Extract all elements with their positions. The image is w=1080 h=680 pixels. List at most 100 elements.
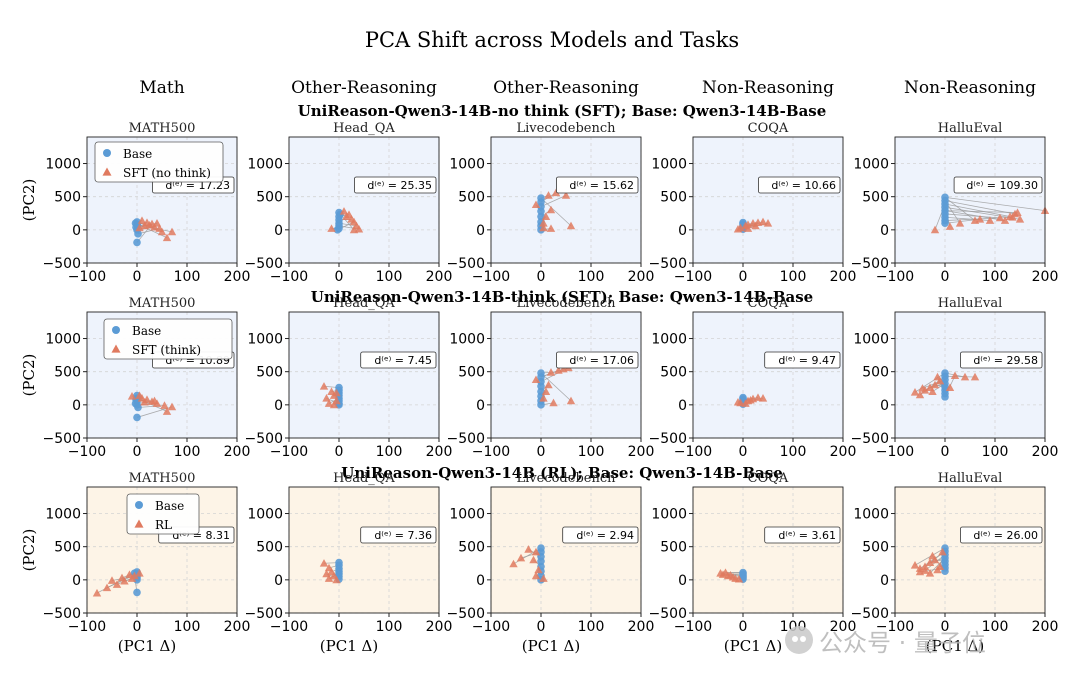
shifted-point [930,555,940,564]
x-tick-label: 100 [376,269,403,285]
y-tick-label: 500 [54,365,81,381]
y-tick-label: 500 [862,190,889,206]
y-tick-label: 500 [54,190,81,206]
x-tick-label: −100 [270,444,308,460]
plot-frame [288,136,440,264]
d-value-box [562,526,639,544]
y-tick-label: 500 [256,190,283,206]
plot-frame [288,311,440,439]
y-tick-label: 0 [72,398,81,414]
shifted-point [746,396,755,404]
task-title: MATH500 [129,471,196,486]
shifted-point [92,588,102,597]
y-tick-label: 500 [660,540,687,556]
column-header-4: Non-Reasoning [702,78,834,98]
x-tick-label: 0 [739,619,748,635]
legend-base-marker [112,326,120,334]
x-tick-label: 0 [133,619,142,635]
shifted-point [970,372,980,381]
x-tick-label: 200 [224,269,251,285]
y-tick-label: 500 [256,365,283,381]
y-tick-label: 1000 [247,507,283,523]
shifted-point [763,219,773,227]
d-value-label: d⁽ᵉ⁾ = 3.61 [778,529,836,542]
shifted-point [945,222,955,230]
row-title-1: UniReason-Qwen3-14B-no think (SFT); Base… [298,102,827,120]
shifted-point [928,387,937,395]
d-value-label: d⁽ᵉ⁾ = 7.36 [374,529,432,542]
y-tick-label: −500 [245,431,283,447]
x-axis-label: (PC1 Δ) [926,637,984,655]
y-tick-label: 0 [476,398,485,414]
plot-frame [288,486,440,614]
legend: Base SFT (no think) [94,141,224,183]
shifted-point [332,575,341,584]
shifted-point [127,392,137,400]
shifted-point [930,225,940,234]
x-axis-label: (PC1 Δ) [522,637,580,655]
shifted-point [910,561,920,569]
y-tick-label: −500 [43,256,81,272]
x-tick-label: 0 [739,269,748,285]
y-tick-label: −500 [851,256,889,272]
shift-link [944,200,1016,215]
plot-frame [490,311,642,439]
column-header-1: Math [139,78,184,98]
shifted-point [539,574,548,582]
d-value-label: d⁽ᵉ⁾ = 10.66 [771,179,836,192]
y-tick-label: 0 [274,573,283,589]
x-tick-label: 0 [941,444,950,460]
x-tick-label: −100 [674,444,712,460]
base-point [537,382,545,391]
plot-background [491,487,641,613]
task-title: Head_QA [333,296,395,311]
y-tick-label: 1000 [45,332,81,348]
shifted-point [551,188,561,197]
x-tick-label: 100 [174,619,201,635]
x-tick-label: 200 [628,269,655,285]
shifted-point [539,223,548,232]
d-value-label: d⁽ᵉ⁾ = 7.45 [374,354,432,367]
x-tick-label: 200 [1032,444,1059,460]
plot-background [895,487,1045,613]
plot-background [693,487,843,613]
shifted-point [975,215,985,223]
x-tick-label: −100 [674,619,712,635]
task-title: MATH500 [129,121,196,136]
shifted-point [319,382,329,390]
y-tick-label: −500 [447,431,485,447]
plot-background [491,137,641,263]
shifted-point [546,224,556,232]
x-tick-label: 100 [578,619,605,635]
shifted-point [324,399,334,407]
plot-frame [692,486,844,614]
d-value-box [556,351,639,369]
shifted-point [985,216,995,224]
shifted-point [734,574,744,583]
x-tick-label: 0 [335,269,344,285]
shifted-point [152,219,162,227]
task-title: HalluEval [938,296,1003,311]
d-value-box [764,526,841,544]
shifted-point [1015,215,1025,223]
x-tick-label: −100 [876,269,914,285]
x-tick-label: 0 [335,619,344,635]
shifted-point [107,576,117,584]
shifted-point [135,569,144,577]
x-tick-label: 200 [426,269,453,285]
shifted-point [531,375,541,384]
task-title: Livecodebench [517,121,617,136]
shifted-point [741,399,750,407]
x-tick-label: 200 [224,444,251,460]
column-headers: Math Other-Reasoning Other-Reasoning Non-Re… [139,78,1036,98]
y-tick-label: −500 [245,606,283,622]
shifted-point [915,567,925,576]
x-tick-label: 0 [335,444,344,460]
plot-frame [490,486,642,614]
shifted-point [1013,208,1022,216]
shifted-point [157,227,167,236]
legend-base-marker [135,501,143,509]
plot-frame [894,136,1046,264]
x-tick-label: 200 [1032,269,1059,285]
